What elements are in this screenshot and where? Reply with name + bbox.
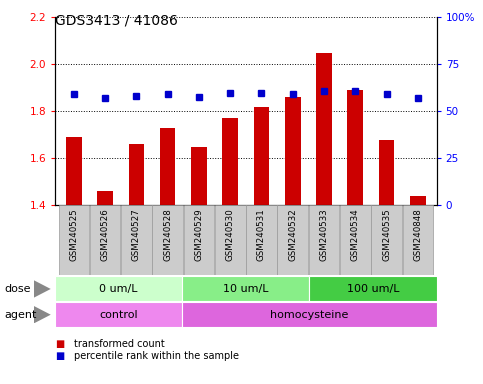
Bar [55, 276, 182, 301]
Bar [182, 302, 437, 327]
Text: GSM240533: GSM240533 [320, 208, 328, 261]
Bar [121, 205, 152, 275]
Bar [182, 276, 310, 301]
Bar [160, 128, 175, 205]
Polygon shape [34, 306, 51, 323]
Text: 0 um/L: 0 um/L [99, 284, 138, 294]
Text: GSM240525: GSM240525 [70, 208, 78, 261]
Text: GSM240527: GSM240527 [132, 208, 141, 261]
Text: GDS3413 / 41086: GDS3413 / 41086 [55, 13, 178, 27]
Bar [184, 205, 214, 275]
Bar [90, 205, 120, 275]
Bar [347, 90, 363, 205]
Bar [215, 205, 245, 275]
Bar [191, 147, 207, 205]
Bar [277, 205, 308, 275]
Bar [410, 196, 426, 205]
Text: 100 um/L: 100 um/L [347, 284, 399, 294]
Bar [316, 53, 332, 205]
Text: agent: agent [5, 310, 37, 320]
Bar [97, 191, 113, 205]
Text: ■: ■ [55, 339, 64, 349]
Bar [379, 140, 395, 205]
Bar [309, 205, 340, 275]
Text: control: control [99, 310, 138, 320]
Text: GSM240526: GSM240526 [100, 208, 110, 261]
Bar [310, 276, 437, 301]
Text: 10 um/L: 10 um/L [223, 284, 269, 294]
Text: homocysteine: homocysteine [270, 310, 349, 320]
Text: GSM240529: GSM240529 [195, 208, 203, 261]
Text: GSM240530: GSM240530 [226, 208, 235, 261]
Text: transformed count: transformed count [74, 339, 165, 349]
Bar [246, 205, 277, 275]
Bar [128, 144, 144, 205]
Bar [254, 107, 270, 205]
Bar [285, 97, 300, 205]
Bar [66, 137, 82, 205]
Text: GSM240531: GSM240531 [257, 208, 266, 261]
Text: GSM240528: GSM240528 [163, 208, 172, 261]
Text: GSM240534: GSM240534 [351, 208, 360, 261]
Polygon shape [34, 280, 51, 298]
Text: ■: ■ [55, 351, 64, 361]
Text: GSM240535: GSM240535 [382, 208, 391, 261]
Bar [371, 205, 402, 275]
Bar [340, 205, 370, 275]
Bar [402, 205, 433, 275]
Text: dose: dose [5, 284, 31, 294]
Text: percentile rank within the sample: percentile rank within the sample [74, 351, 240, 361]
Bar [55, 302, 182, 327]
Text: GSM240848: GSM240848 [413, 208, 422, 261]
Bar [222, 118, 238, 205]
Text: GSM240532: GSM240532 [288, 208, 297, 261]
Bar [152, 205, 183, 275]
Bar [58, 205, 89, 275]
